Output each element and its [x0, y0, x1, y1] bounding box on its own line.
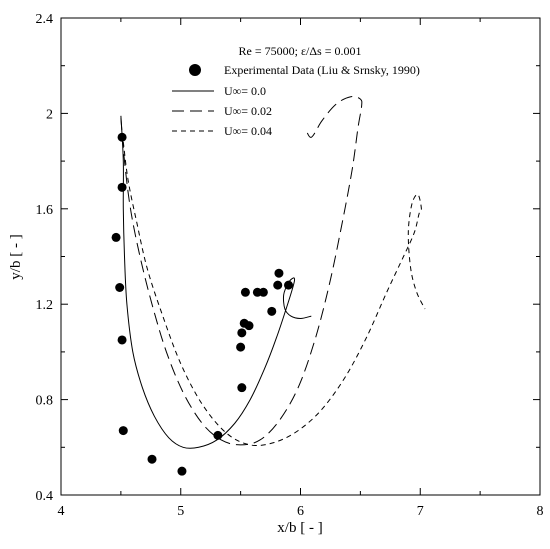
x-tick-label: 4 — [58, 504, 65, 519]
data-point — [267, 306, 277, 316]
data-point — [147, 454, 157, 464]
x-tick-label: 6 — [297, 504, 304, 519]
y-tick-label: 0.8 — [36, 394, 54, 409]
y-tick-label: 0.4 — [36, 489, 54, 504]
x-tick-label: 7 — [417, 504, 424, 519]
x-axis-title: x/b [ - ] — [277, 520, 322, 536]
legend-header: Re = 75000; ε/Δs = 0.001 — [239, 44, 362, 58]
experimental-points — [111, 132, 294, 476]
data-point — [115, 283, 125, 293]
data-point — [258, 287, 268, 297]
y-tick-label: 1.2 — [36, 298, 54, 313]
series-line-1 — [120, 96, 363, 446]
x-tick-label: 5 — [177, 504, 184, 519]
data-point — [117, 182, 127, 192]
legend-label-experimental: Experimental Data (Liu & Srnsky, 1990) — [224, 63, 420, 77]
data-point — [237, 383, 247, 393]
x-tick-labels: 4 5 6 7 8 — [58, 504, 544, 519]
data-point — [284, 280, 294, 290]
data-point — [240, 287, 250, 297]
plot-frame — [60, 17, 541, 496]
y-tick-label: 1.6 — [36, 203, 54, 218]
y-tick-label: 2.4 — [36, 12, 54, 27]
model-curves — [120, 96, 426, 449]
data-point — [213, 430, 223, 440]
data-point — [236, 342, 246, 352]
data-point — [273, 280, 283, 290]
data-point — [244, 321, 254, 331]
y-tick-label: 2 — [46, 107, 53, 122]
y-tick-labels: 0.4 0.8 1.2 1.6 2 2.4 — [36, 12, 54, 504]
y-axis-title: y/b [ - ] — [8, 234, 24, 279]
data-point — [111, 232, 121, 242]
data-point — [117, 335, 127, 345]
legend-label-u0: U∞= 0.0 — [224, 84, 266, 98]
series-line-2 — [122, 141, 426, 447]
data-point — [237, 328, 247, 338]
data-point — [177, 466, 187, 476]
x-tick-label: 8 — [537, 504, 544, 519]
data-point — [117, 132, 127, 142]
axis-ticks — [60, 17, 541, 496]
data-point — [118, 426, 128, 436]
legend: Re = 75000; ε/Δs = 0.001 Experimental Da… — [172, 44, 420, 138]
legend-label-u004: U∞= 0.04 — [224, 124, 272, 138]
legend-marker-experimental — [189, 64, 201, 76]
legend-label-u002: U∞= 0.02 — [224, 104, 272, 118]
series-line-0 — [120, 115, 312, 449]
data-point — [274, 268, 284, 278]
